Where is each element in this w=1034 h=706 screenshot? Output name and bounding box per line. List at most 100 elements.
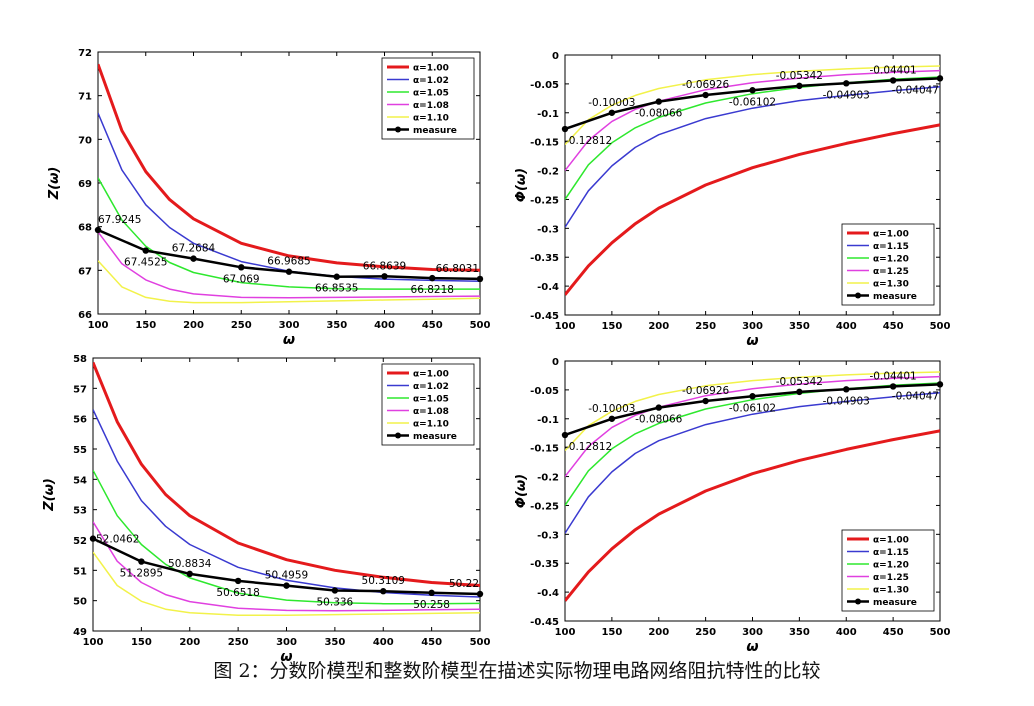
y-tick-label: 54 bbox=[73, 475, 87, 486]
y-tick-label: -0.45 bbox=[530, 311, 559, 322]
legend-entry: α=1.00 bbox=[873, 230, 909, 240]
series-line-2 bbox=[565, 86, 940, 228]
y-tick-label: 58 bbox=[73, 354, 87, 365]
data-label: -0.06102 bbox=[729, 402, 776, 414]
legend-entry: α=1.30 bbox=[873, 586, 909, 596]
data-label: -0.04047 bbox=[892, 84, 939, 96]
legend-entry: measure bbox=[413, 126, 457, 136]
legend-entry: α=1.10 bbox=[413, 114, 449, 124]
measure-point bbox=[561, 125, 569, 133]
measure-point bbox=[608, 109, 616, 116]
data-label: 66.9685 bbox=[267, 256, 310, 268]
data-label: -0.10003 bbox=[588, 97, 635, 109]
chart-panel-1: 100 150 200 250 300 350 400 450 500 66 67 68 69 70 71 7… bbox=[47, 48, 490, 348]
x-axis-label: ω bbox=[746, 333, 758, 349]
y-tick-label: 71 bbox=[78, 92, 92, 103]
data-label: -0.04047 bbox=[892, 390, 939, 402]
measure-point bbox=[889, 383, 897, 390]
y-tick-label: -0.45 bbox=[530, 617, 559, 628]
y-tick-label: 49 bbox=[73, 627, 87, 638]
x-tick-label: 100 bbox=[88, 320, 109, 331]
data-label: 51.2895 bbox=[120, 568, 163, 580]
data-label: 52.0462 bbox=[96, 534, 139, 546]
legend-entry: measure bbox=[413, 432, 457, 442]
legend-entry: α=1.25 bbox=[873, 573, 909, 583]
series-line-2 bbox=[93, 409, 480, 598]
series-line-5 bbox=[565, 371, 940, 452]
y-tick-label: -0.1 bbox=[537, 109, 559, 120]
data-label: 50.258 bbox=[413, 599, 450, 611]
data-label: -0.06926 bbox=[682, 79, 730, 91]
x-tick-label: 350 bbox=[789, 627, 810, 638]
series-line-4 bbox=[93, 521, 480, 612]
measure-point bbox=[889, 77, 897, 84]
series-line-2 bbox=[565, 392, 940, 534]
y-tick-label: 56 bbox=[73, 415, 87, 426]
y-tick-label: 72 bbox=[78, 48, 92, 59]
y-tick-label: 70 bbox=[78, 135, 92, 146]
measure-point bbox=[94, 226, 102, 234]
series-line-2 bbox=[98, 112, 480, 283]
y-tick-label: -0.35 bbox=[530, 559, 559, 570]
series-line-5 bbox=[93, 551, 480, 616]
y-tick-label: 67 bbox=[78, 266, 92, 277]
y-tick-label: 69 bbox=[78, 179, 92, 190]
measure-point bbox=[936, 381, 944, 388]
y-axis-label: Z(ω) bbox=[47, 167, 62, 201]
x-tick-label: 350 bbox=[324, 637, 345, 648]
legend-box bbox=[381, 57, 475, 140]
legend-box bbox=[841, 529, 935, 612]
x-tick-label: 300 bbox=[742, 627, 763, 638]
x-tick-label: 300 bbox=[279, 320, 300, 331]
data-label: -0.05342 bbox=[776, 376, 823, 388]
y-tick-label: -0.3 bbox=[537, 530, 559, 541]
data-label: -0.04401 bbox=[870, 370, 917, 382]
measure-point bbox=[138, 558, 145, 565]
legend-entry: α=1.00 bbox=[413, 64, 449, 74]
x-tick-label: 100 bbox=[555, 321, 576, 332]
x-tick-label: 400 bbox=[374, 320, 395, 331]
series-line-3 bbox=[93, 469, 480, 605]
legend-marker bbox=[855, 598, 861, 605]
data-label: -0.04903 bbox=[823, 89, 870, 101]
x-tick-label: 450 bbox=[883, 627, 904, 638]
data-label: -0.04401 bbox=[870, 64, 917, 76]
y-tick-label: 52 bbox=[73, 536, 87, 547]
data-label: 50.8834 bbox=[168, 558, 212, 570]
x-tick-label: 100 bbox=[555, 627, 576, 638]
y-tick-label: -0.4 bbox=[537, 588, 559, 599]
x-axis-label: ω bbox=[746, 639, 758, 655]
data-label: -0.12812 bbox=[565, 135, 612, 147]
legend-entry: measure bbox=[873, 292, 917, 302]
measure-point bbox=[142, 247, 149, 254]
measure-point bbox=[238, 264, 245, 271]
legend-marker bbox=[395, 126, 401, 133]
y-axis-label: Z(ω) bbox=[42, 478, 57, 512]
measure-point bbox=[285, 268, 293, 275]
legend-entry: α=1.05 bbox=[413, 89, 449, 99]
measure-point bbox=[936, 75, 944, 82]
measure-point bbox=[843, 80, 850, 87]
y-tick-label: -0.4 bbox=[537, 282, 559, 293]
x-tick-label: 500 bbox=[930, 321, 951, 332]
data-label: -0.06926 bbox=[682, 385, 730, 397]
measure-point bbox=[380, 588, 387, 595]
x-tick-label: 450 bbox=[421, 637, 442, 648]
legend: α=1.00 α=1.02 α=1.05 α=1.08 α=1.10 measure bbox=[381, 57, 475, 140]
legend-entry: α=1.15 bbox=[873, 548, 909, 558]
x-tick-label: 350 bbox=[326, 320, 347, 331]
x-tick-label: 400 bbox=[373, 637, 394, 648]
measure-point bbox=[843, 386, 850, 393]
x-axis-label: ω bbox=[280, 649, 292, 665]
legend-box bbox=[841, 223, 935, 306]
data-label: 66.8639 bbox=[363, 260, 406, 272]
y-tick-label: 68 bbox=[78, 223, 92, 234]
data-label: 66.8218 bbox=[411, 284, 454, 296]
series-line-1 bbox=[565, 123, 940, 296]
measure-point bbox=[749, 87, 756, 94]
measure-point bbox=[234, 577, 242, 585]
measure-point bbox=[89, 535, 97, 542]
x-tick-label: 250 bbox=[695, 321, 716, 332]
measure-point bbox=[190, 255, 197, 262]
y-tick-label: -0.2 bbox=[537, 473, 559, 484]
